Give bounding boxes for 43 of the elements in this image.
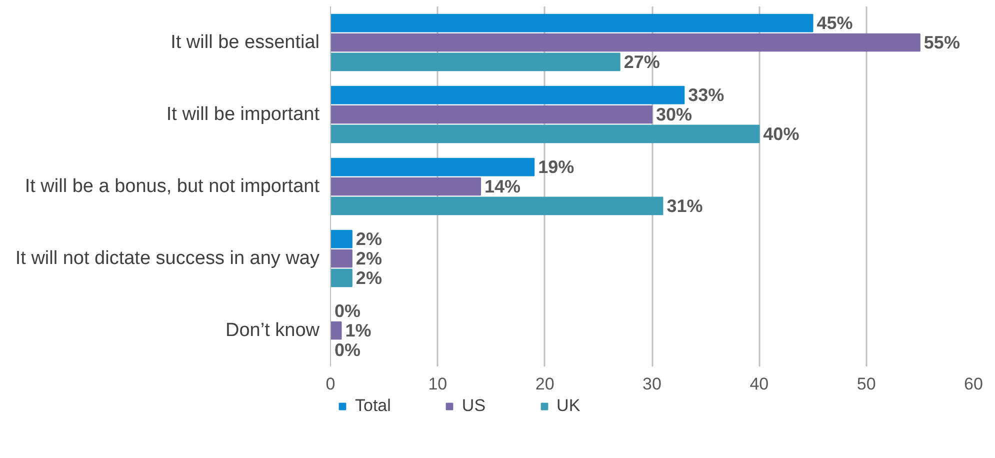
data-label: 2% <box>356 248 382 268</box>
x-tick-label: 50 <box>856 374 876 394</box>
bar <box>330 196 664 216</box>
bar <box>330 86 685 104</box>
legend-label: Total <box>355 396 391 416</box>
y-tick-label: It will be important <box>166 104 320 125</box>
data-label: 14% <box>484 176 521 196</box>
x-tick-label: 30 <box>642 374 662 394</box>
bar <box>330 158 535 176</box>
bar <box>330 230 352 248</box>
x-tick-label: 60 <box>964 374 983 394</box>
data-label: 55% <box>924 32 960 52</box>
data-label: 45% <box>816 13 853 34</box>
bar <box>330 268 352 288</box>
data-label: 40% <box>763 124 800 144</box>
bar <box>330 321 342 340</box>
data-label: 33% <box>688 85 724 106</box>
legend-label: UK <box>556 396 580 416</box>
x-tick-label: 0 <box>326 374 336 394</box>
data-label: 19% <box>538 157 574 178</box>
data-label: 2% <box>356 268 382 288</box>
y-tick-label: It will be essential <box>170 32 320 53</box>
y-tick-label: Don’t know <box>226 320 320 341</box>
data-label: 27% <box>624 52 660 72</box>
bar <box>330 14 814 32</box>
x-tick-label: 10 <box>428 374 448 394</box>
data-label: 1% <box>345 320 372 340</box>
data-label: 0% <box>334 301 361 322</box>
data-label: 30% <box>656 104 692 124</box>
data-label: 2% <box>356 229 382 250</box>
bar <box>330 249 352 268</box>
bar <box>330 52 620 72</box>
data-label: 0% <box>334 340 361 360</box>
legend-label: US <box>462 396 486 416</box>
x-tick-label: 40 <box>750 374 769 394</box>
y-tick-label: It will not dictate success in any way <box>15 248 320 269</box>
bar <box>330 33 920 52</box>
y-tick-label: It will be a bonus, but not important <box>24 176 320 197</box>
data-label: 31% <box>666 196 703 216</box>
bar <box>330 124 760 144</box>
bar <box>330 105 652 124</box>
bar <box>330 177 482 196</box>
x-tick-label: 20 <box>535 374 554 394</box>
